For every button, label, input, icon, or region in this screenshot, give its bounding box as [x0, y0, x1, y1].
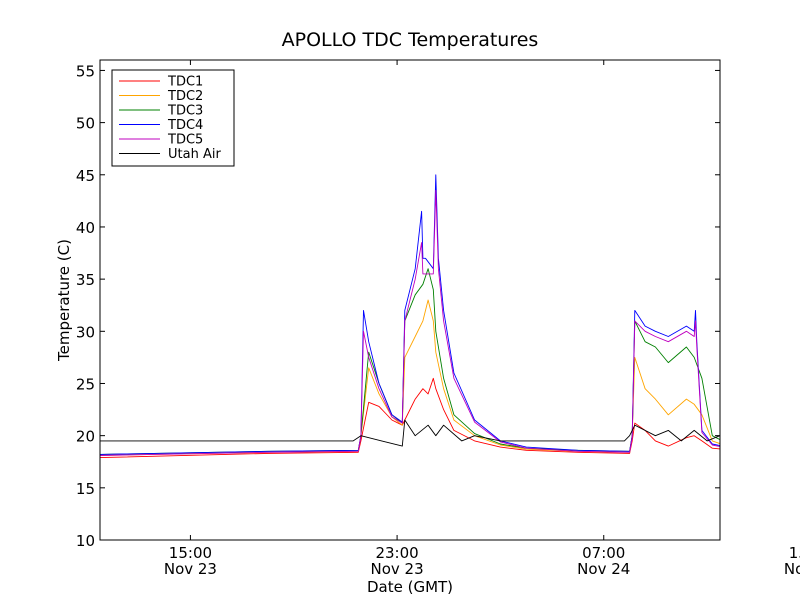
series-line-tdc2 [100, 299, 720, 456]
y-tick-label: 20 [76, 428, 95, 446]
x-tick-label-time: 15:00 [789, 544, 800, 562]
series-line-tdc4 [100, 174, 720, 455]
y-tick-label: 15 [76, 480, 95, 498]
legend-label: TDC4 [167, 118, 203, 133]
y-tick-label: 40 [76, 219, 95, 237]
series-line-tdc5 [100, 189, 720, 456]
legend-label: TDC5 [167, 133, 203, 148]
y-tick-label: 10 [76, 532, 95, 550]
x-tick-label-date: Nov 23 [371, 560, 424, 578]
x-tick-label-time: 07:00 [582, 544, 625, 562]
y-tick-label: 35 [76, 271, 95, 289]
legend-label: TDC2 [167, 89, 203, 104]
y-tick-label: 30 [76, 323, 95, 341]
legend-label: Utah Air [168, 147, 221, 162]
x-tick-label-time: 15:00 [169, 544, 212, 562]
y-tick-label: 45 [76, 167, 95, 185]
legend-label: TDC3 [167, 104, 203, 119]
x-tick-label-date: Nov 23 [164, 560, 217, 578]
y-tick-label: 55 [76, 62, 95, 80]
x-axis-label: Date (GMT) [367, 578, 453, 596]
legend-label: TDC1 [167, 75, 203, 90]
series-line-tdc1 [100, 377, 720, 459]
x-tick-label-time: 23:00 [375, 544, 418, 562]
series-line-utah-air [100, 419, 720, 447]
y-tick-label: 50 [76, 115, 95, 133]
y-tick-label: 25 [76, 375, 95, 393]
chart-title: APOLLO TDC Temperatures [282, 29, 539, 51]
legend-box [111, 69, 235, 167]
axes-frame [99, 59, 721, 541]
x-tick-label-date: Nov 24 [784, 560, 800, 578]
series-line-tdc3 [100, 268, 720, 455]
x-tick-label-date: Nov 24 [577, 560, 630, 578]
series-lines [100, 174, 720, 459]
y-axis-label: Temperature (C) [55, 239, 73, 362]
